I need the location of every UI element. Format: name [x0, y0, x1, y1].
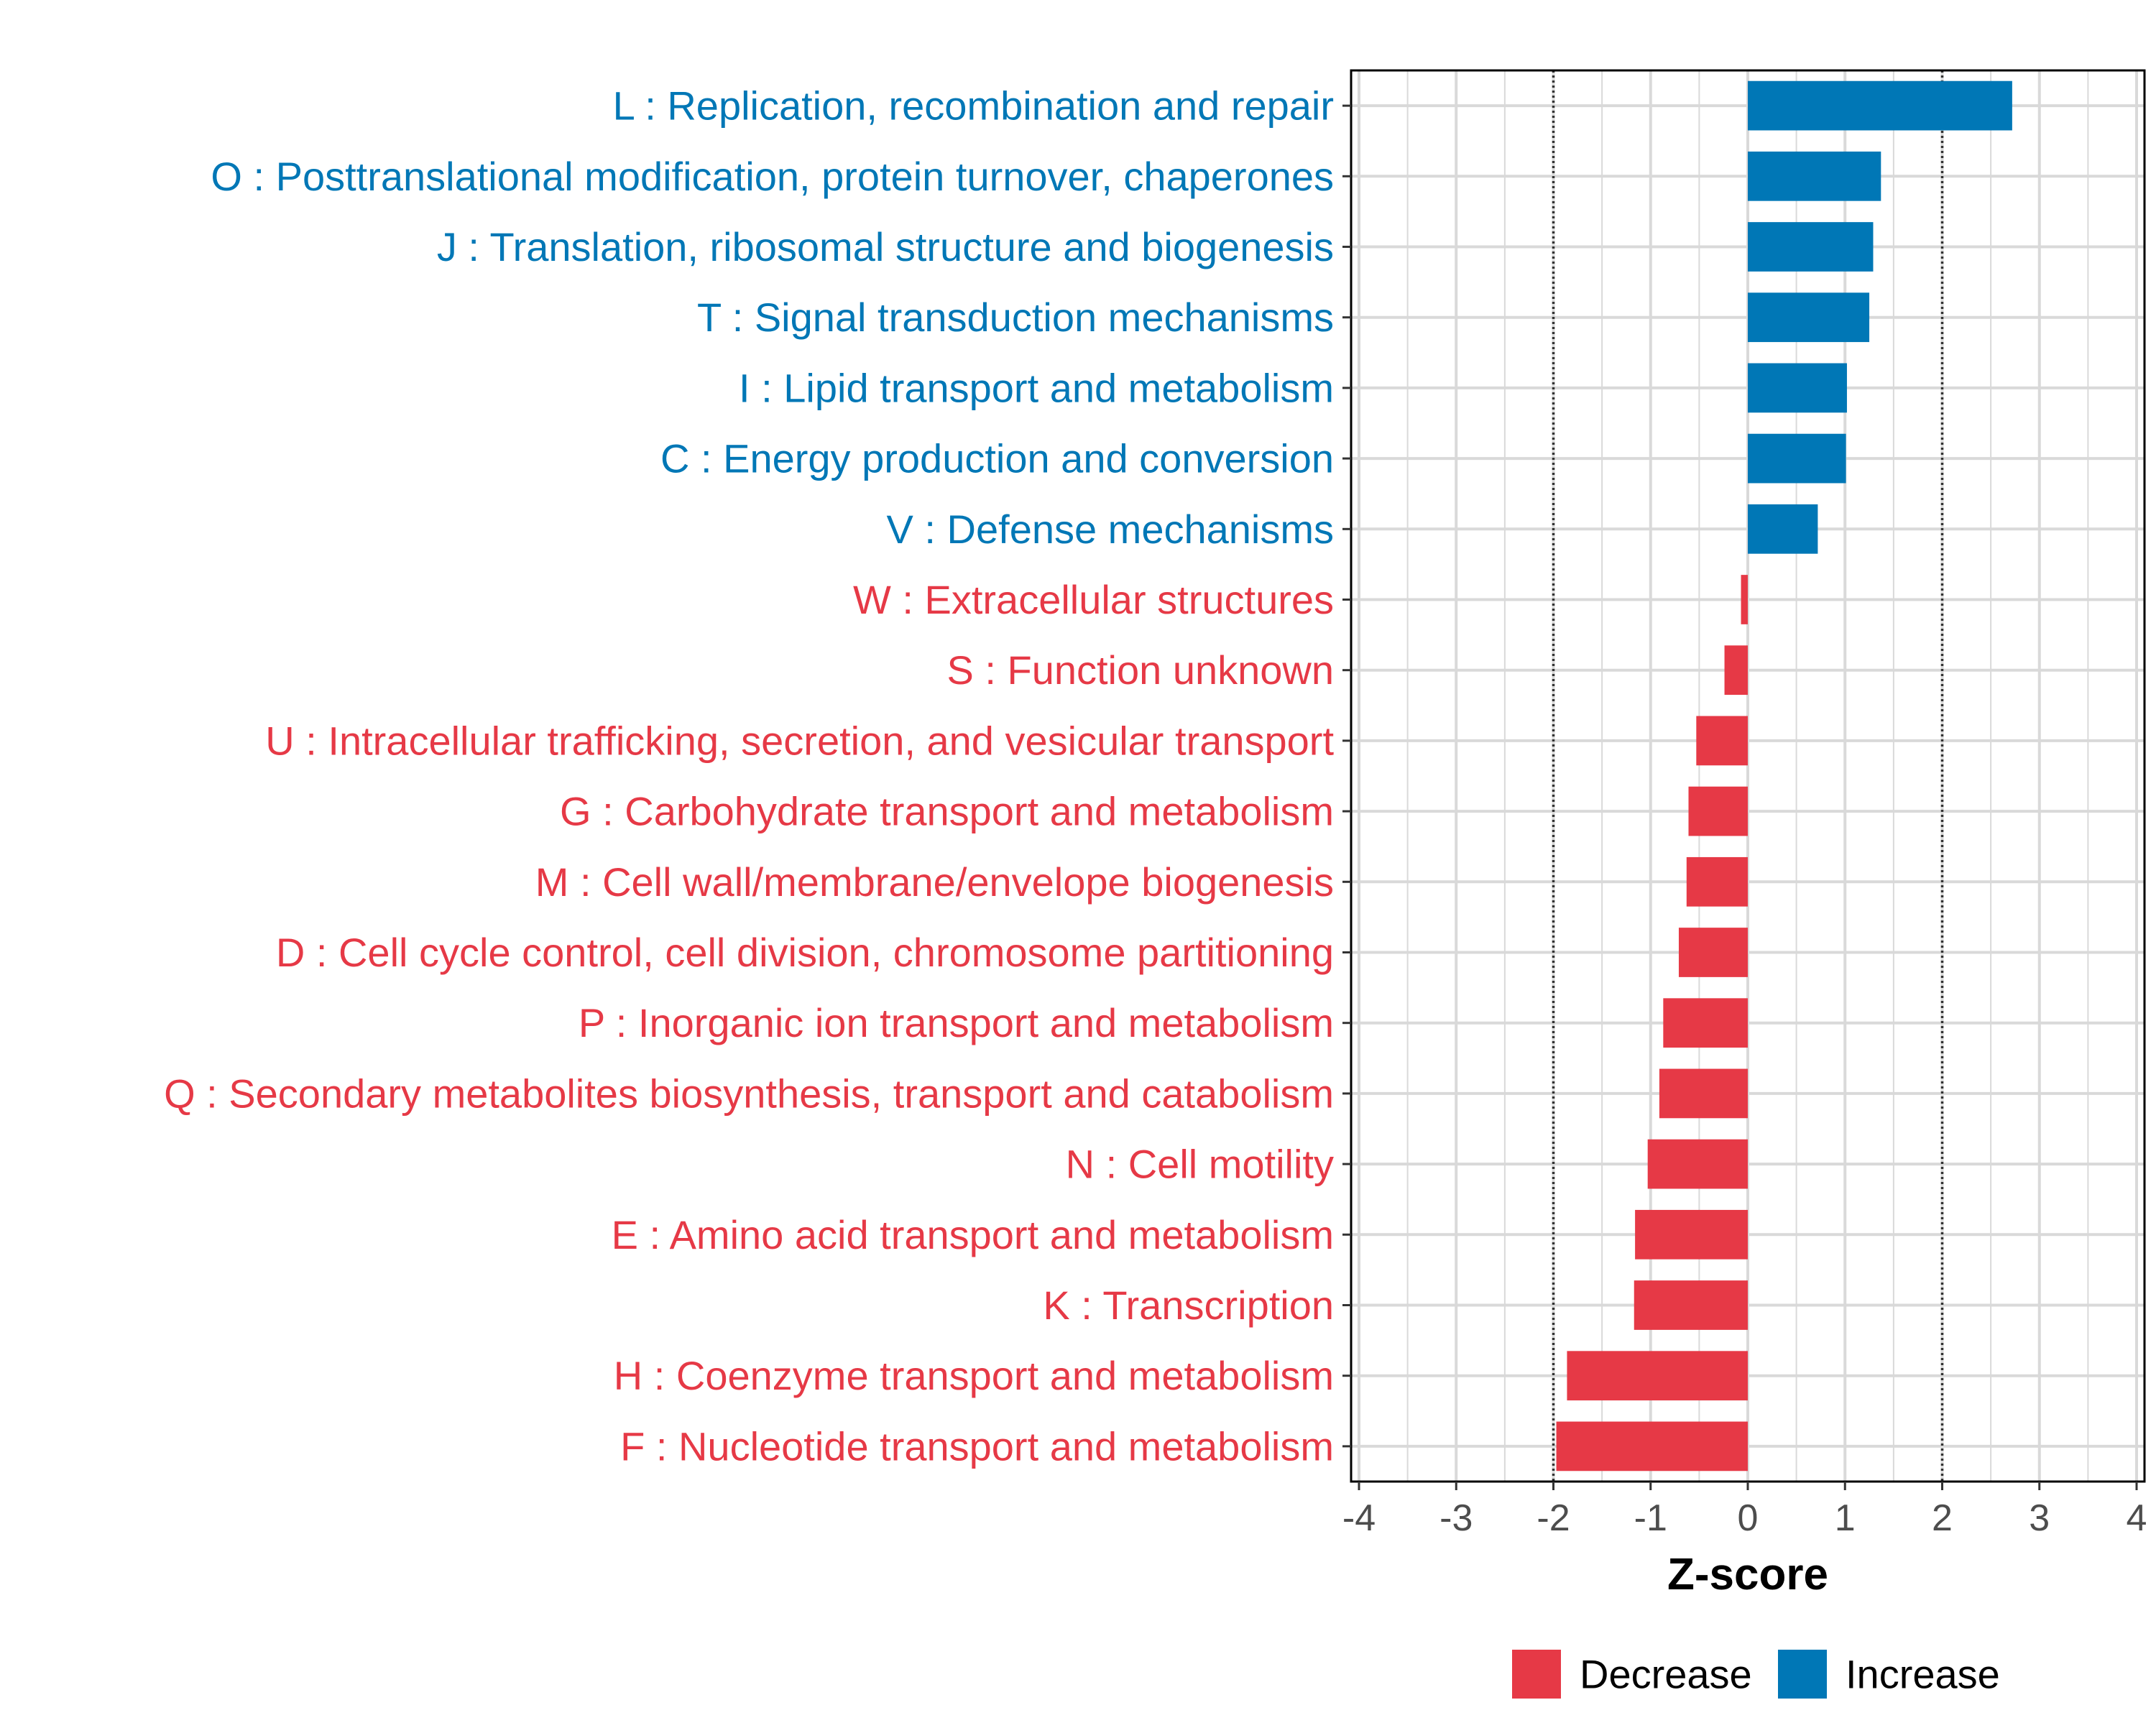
reference-lines [1552, 70, 1944, 1482]
y-tick-label: L : Replication, recombination and repai… [613, 83, 1334, 129]
y-tick-label: F : Nucleotide transport and metabolism [620, 1423, 1334, 1469]
y-tick-label: W : Extracellular structures [853, 577, 1334, 622]
y-tick-label: N : Cell motility [1066, 1142, 1334, 1187]
bar-t [1748, 292, 1870, 343]
y-tick-label: C : Energy production and conversion [660, 436, 1334, 481]
bar-c [1748, 433, 1846, 484]
x-axis-ticks: -4 -3 -2 -1 0 1 2 3 4 [1342, 1482, 2147, 1539]
y-tick-label: Q : Secondary metabolites biosynthesis, … [164, 1071, 1334, 1116]
x-tick-label: 2 [1932, 1497, 1953, 1539]
bar-v [1748, 504, 1818, 554]
y-tick-label: S : Function unknown [946, 647, 1334, 693]
y-tick-label: G : Carbohydrate transport and metabolis… [560, 789, 1334, 834]
y-tick-label: D : Cell cycle control, cell division, c… [276, 930, 1334, 975]
bar-q [1659, 1068, 1748, 1119]
bar-w [1741, 575, 1748, 624]
y-tick-label: H : Coenzyme transport and metabolism [614, 1353, 1334, 1398]
bar-j [1748, 222, 1874, 272]
y-axis-ticks: L : Replication, recombination and repai… [164, 83, 1351, 1469]
bar-p [1663, 998, 1748, 1048]
y-tick-label: J : Translation, ribosomal structure and… [437, 224, 1334, 269]
x-tick-label: 4 [2127, 1497, 2147, 1539]
bar-i [1748, 363, 1847, 413]
x-tick-label: -3 [1439, 1497, 1473, 1539]
y-tick-label: O : Posttranslational modification, prot… [211, 154, 1334, 199]
bar-l [1748, 80, 2012, 131]
y-tick-label: T : Signal transduction mechanisms [697, 295, 1334, 340]
x-axis-title: Z-score [1667, 1550, 1828, 1599]
legend-label-increase: Increase [1846, 1652, 2000, 1697]
y-tick-label: U : Intracellular trafficking, secretion… [265, 718, 1334, 763]
bar-d [1678, 928, 1748, 977]
y-tick-label: E : Amino acid transport and metabolism [612, 1212, 1334, 1257]
bar-o [1748, 151, 1881, 201]
bar-h [1567, 1351, 1748, 1401]
y-tick-label: M : Cell wall/membrane/envelope biogenes… [535, 859, 1334, 905]
y-tick-label: I : Lipid transport and metabolism [739, 365, 1334, 410]
x-tick-label: 1 [1835, 1497, 1856, 1539]
bars [1556, 80, 2012, 1471]
bar-f [1556, 1421, 1748, 1471]
bar-k [1634, 1280, 1748, 1330]
x-tick-label: -1 [1634, 1497, 1667, 1539]
x-tick-label: 3 [2029, 1497, 2050, 1539]
y-tick-label: P : Inorganic ion transport and metaboli… [579, 1000, 1334, 1045]
y-tick-label: V : Defense mechanisms [887, 507, 1334, 552]
bar-e [1635, 1209, 1748, 1260]
legend-label-decrease: Decrease [1580, 1652, 1752, 1697]
y-tick-label: K : Transcription [1043, 1283, 1334, 1328]
legend: Decrease Increase [1512, 1650, 2000, 1699]
x-tick-label: -4 [1342, 1497, 1376, 1539]
bar-g [1688, 786, 1748, 836]
bar-s [1724, 645, 1748, 696]
bar-u [1696, 716, 1748, 766]
legend-key-decrease [1512, 1650, 1561, 1699]
x-tick-label: -2 [1537, 1497, 1570, 1539]
bar-n [1647, 1139, 1748, 1189]
legend-key-increase [1778, 1650, 1827, 1699]
bar-m [1686, 856, 1748, 907]
x-tick-label: 0 [1738, 1497, 1759, 1539]
